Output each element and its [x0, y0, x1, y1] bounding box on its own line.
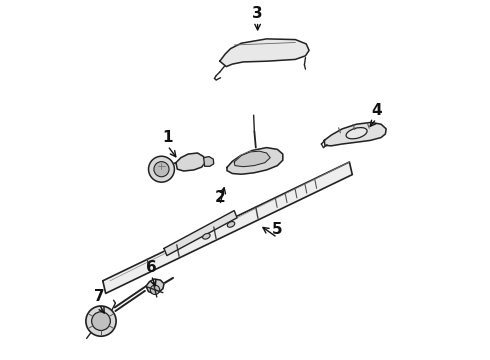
Text: 4: 4: [371, 103, 382, 118]
Polygon shape: [234, 151, 270, 167]
Polygon shape: [324, 122, 386, 146]
Polygon shape: [227, 148, 283, 174]
Ellipse shape: [227, 222, 235, 227]
Text: 1: 1: [162, 130, 173, 145]
Polygon shape: [176, 153, 205, 171]
Polygon shape: [164, 211, 237, 256]
Polygon shape: [103, 162, 352, 293]
Polygon shape: [204, 157, 214, 166]
Text: 3: 3: [252, 6, 263, 21]
Ellipse shape: [346, 127, 367, 139]
Polygon shape: [220, 39, 309, 67]
Ellipse shape: [203, 234, 210, 239]
Polygon shape: [146, 279, 164, 293]
Text: 2: 2: [215, 190, 225, 205]
Circle shape: [86, 306, 116, 336]
Circle shape: [148, 156, 174, 182]
Circle shape: [154, 162, 169, 177]
Text: 6: 6: [146, 260, 157, 275]
Text: 5: 5: [272, 222, 283, 237]
Circle shape: [92, 312, 110, 330]
Circle shape: [150, 285, 160, 294]
Text: 7: 7: [94, 289, 104, 304]
